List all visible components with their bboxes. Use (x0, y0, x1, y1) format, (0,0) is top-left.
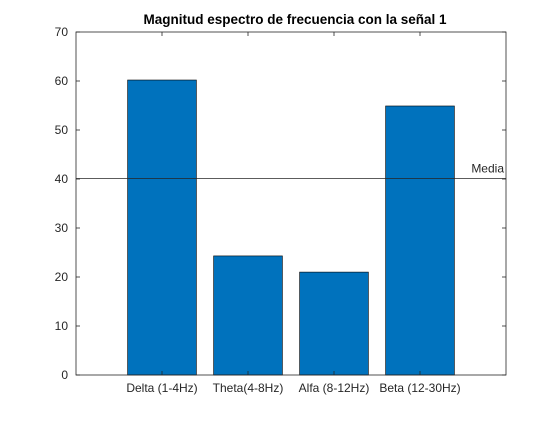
x-tick-label: Alfa (8-12Hz) (299, 381, 370, 395)
x-tick-label: Delta (1-4Hz) (126, 381, 197, 395)
bars (127, 79, 455, 376)
y-tick-label: 10 (55, 319, 69, 333)
reference-line-label: Media (471, 162, 504, 176)
x-tick-label: Theta(4-8Hz) (213, 381, 284, 395)
y-tick-label: 70 (55, 25, 69, 39)
y-tick-label: 60 (55, 74, 69, 88)
axes: 0 10 20 30 40 50 60 70 Delta (1-4Hz) Theta(4-8Hz)… (55, 25, 507, 395)
reference-line-group: Media (76, 162, 506, 179)
x-tick-label: Beta (12-30Hz) (379, 381, 460, 395)
y-tick-label: 40 (55, 172, 69, 186)
y-tick-label: 30 (55, 221, 69, 235)
bar-4 (385, 105, 455, 376)
chart-title: Magnitud espectro de frecuencia con la s… (143, 12, 447, 27)
bar-2 (213, 255, 283, 376)
axes-box (75, 31, 507, 376)
y-tick-label: 20 (55, 270, 69, 284)
bar-3 (299, 271, 369, 376)
y-tick-label: 50 (55, 123, 69, 137)
bar-1 (127, 79, 197, 376)
y-tick-label: 0 (61, 368, 68, 382)
